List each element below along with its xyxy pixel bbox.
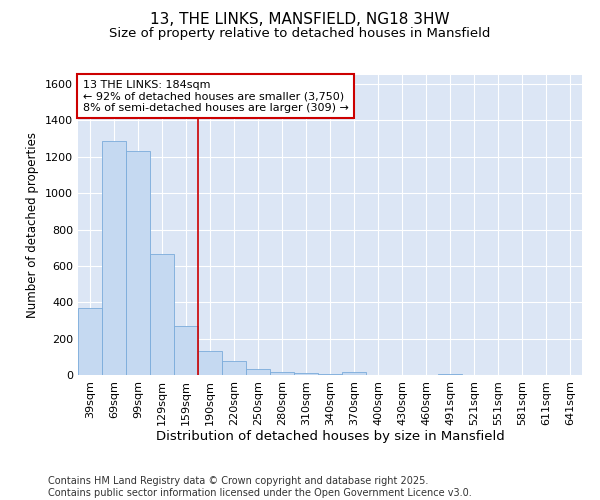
Bar xyxy=(102,142,126,375)
Y-axis label: Number of detached properties: Number of detached properties xyxy=(26,132,40,318)
Bar xyxy=(222,362,246,375)
Bar xyxy=(270,372,294,375)
Text: Size of property relative to detached houses in Mansfield: Size of property relative to detached ho… xyxy=(109,28,491,40)
X-axis label: Distribution of detached houses by size in Mansfield: Distribution of detached houses by size … xyxy=(155,430,505,444)
Bar xyxy=(150,254,174,375)
Bar xyxy=(438,374,462,375)
Bar xyxy=(318,374,342,375)
Bar xyxy=(342,372,366,375)
Bar xyxy=(78,308,102,375)
Bar xyxy=(246,368,270,375)
Bar xyxy=(174,326,198,375)
Bar xyxy=(294,373,318,375)
Bar xyxy=(198,352,222,375)
Text: Contains HM Land Registry data © Crown copyright and database right 2025.
Contai: Contains HM Land Registry data © Crown c… xyxy=(48,476,472,498)
Text: 13 THE LINKS: 184sqm
← 92% of detached houses are smaller (3,750)
8% of semi-det: 13 THE LINKS: 184sqm ← 92% of detached h… xyxy=(83,80,349,112)
Text: 13, THE LINKS, MANSFIELD, NG18 3HW: 13, THE LINKS, MANSFIELD, NG18 3HW xyxy=(150,12,450,28)
Bar xyxy=(126,152,150,375)
